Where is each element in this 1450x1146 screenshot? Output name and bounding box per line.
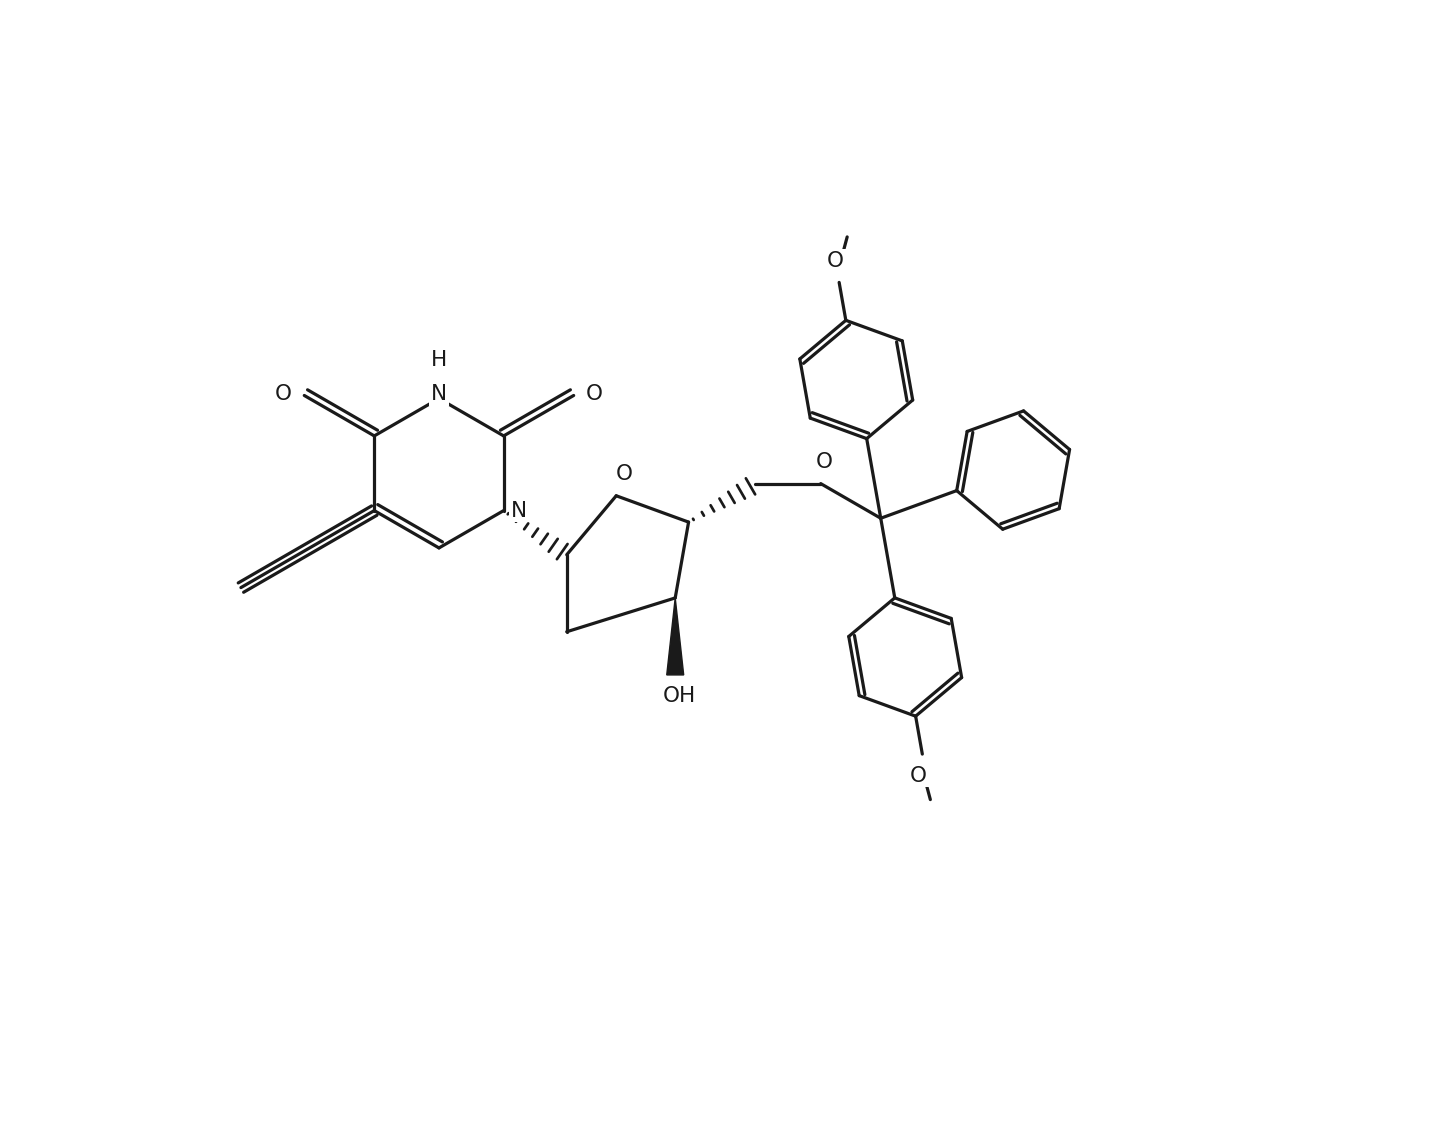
Text: N: N: [510, 501, 528, 520]
Text: O: O: [826, 251, 844, 270]
Text: O: O: [586, 384, 603, 403]
Text: O: O: [615, 464, 632, 485]
Text: N: N: [431, 384, 447, 403]
Text: O: O: [276, 384, 291, 403]
Polygon shape: [667, 598, 684, 675]
Text: O: O: [816, 452, 834, 472]
Text: H: H: [431, 350, 447, 370]
Text: OH: OH: [663, 686, 696, 706]
Text: O: O: [911, 766, 927, 786]
